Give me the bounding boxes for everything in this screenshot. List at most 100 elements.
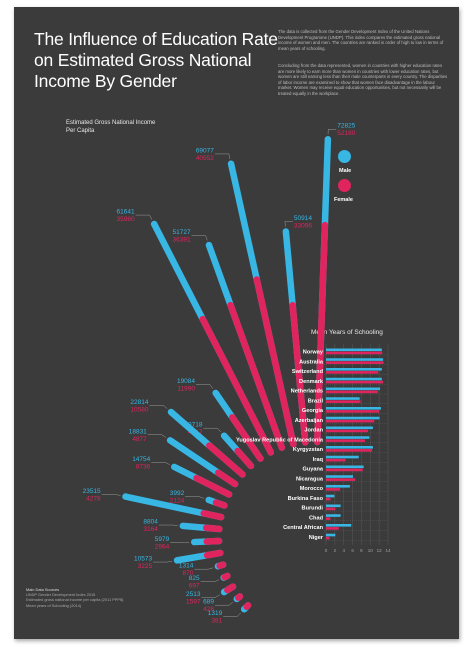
leader-line [151, 462, 170, 465]
legend-female-dot [338, 179, 351, 192]
schooling-country-label: Kyrgyzstan [293, 447, 324, 453]
female-income-bar [216, 561, 227, 569]
legend-male-label: Male [339, 168, 352, 174]
schooling-country-label: Norway [303, 350, 324, 356]
male-schooling-bar [326, 533, 336, 537]
male-schooling-bar [326, 416, 380, 420]
female-income-label: 11990 [177, 386, 195, 393]
schooling-country-label: Netherlands [291, 389, 323, 395]
leader-line [191, 235, 208, 241]
leader-line [327, 128, 337, 135]
female-schooling-bar [326, 488, 341, 491]
female-income-bar [221, 572, 231, 581]
female-schooling-bar [326, 400, 361, 403]
male-income-label: 3992 [170, 490, 185, 497]
leader-line [223, 612, 241, 617]
female-schooling-bar [326, 390, 378, 394]
female-income-label: 697 [189, 583, 200, 590]
male-schooling-bar [326, 348, 382, 352]
male-schooling-bar [326, 407, 381, 410]
female-income-label: 3164 [143, 526, 158, 533]
schooling-chart-title: Mean Years of Schooling [311, 329, 383, 336]
leader-line [101, 494, 121, 496]
female-schooling-bar [326, 439, 365, 442]
schooling-country-label: Denmark [299, 379, 324, 385]
female-schooling-bar [326, 449, 373, 452]
male-income-label: 61641 [117, 209, 135, 216]
female-income-bar [203, 549, 224, 559]
legend-male-dot [338, 150, 351, 163]
female-income-bar [243, 602, 252, 611]
male-income-label: 10573 [134, 556, 152, 563]
schooling-country-label: Switzerland [292, 369, 324, 375]
male-schooling-bar [326, 485, 350, 488]
male-schooling-bar [326, 387, 381, 391]
schooling-country-label: Jordan [304, 428, 323, 434]
female-schooling-bar [326, 458, 346, 462]
male-income-label: 51727 [173, 229, 191, 236]
male-income-label: 1319 [208, 610, 223, 617]
female-income-label: 3225 [138, 563, 153, 570]
female-schooling-bar [326, 371, 379, 374]
female-income-bar [289, 302, 309, 446]
female-income-label: 870 [182, 570, 193, 577]
male-income-label: 825 [189, 575, 200, 582]
schooling-tick-label: 2 [334, 548, 337, 553]
schooling-country-label: Morocco [300, 486, 324, 492]
female-income-bar [206, 442, 246, 478]
male-schooling-bar [326, 436, 370, 439]
schooling-tick-label: 10 [368, 548, 374, 553]
male-schooling-bar [326, 475, 354, 478]
female-schooling-bar [326, 361, 384, 364]
female-income-bar [224, 583, 237, 594]
female-income-label: 381 [211, 617, 222, 624]
leader-line [214, 601, 234, 606]
female-schooling-bar [326, 429, 369, 433]
schooling-country-label: Iraq [313, 457, 324, 463]
female-income-bar [314, 221, 329, 446]
female-income-bar [235, 593, 244, 601]
source-line: Mean years of Schooling (2014) [26, 602, 82, 608]
male-schooling-bar [326, 514, 341, 517]
schooling-country-label: Central African [283, 525, 323, 531]
leader-line [284, 221, 293, 227]
male-income-label: 689 [203, 599, 214, 606]
female-income-label: 2124 [170, 498, 185, 505]
schooling-bar-chart: 0 2 4 6 8 10 12 14 Norway Australia Switzerland Den… [236, 344, 391, 553]
female-income-label: 1597 [186, 598, 201, 605]
female-income-label: 4877 [132, 436, 147, 443]
female-schooling-bar [326, 507, 336, 511]
male-income-label: 69077 [196, 147, 214, 154]
leader-line [194, 567, 214, 570]
female-income-label: 35960 [117, 216, 135, 223]
female-income-bar [202, 524, 223, 533]
male-schooling-bar [326, 524, 352, 527]
schooling-tick-label: 12 [377, 548, 383, 553]
female-income-bar [203, 537, 223, 545]
intro-paragraph-1: The data is collected from the Gender De… [278, 29, 444, 51]
female-income-label: 2964 [155, 543, 170, 550]
schooling-tick-label: 4 [342, 548, 345, 553]
schooling-country-label: Burundi [302, 506, 324, 512]
female-income-label: 10580 [130, 406, 148, 413]
female-income-bar [200, 510, 225, 521]
leader-line [200, 579, 220, 582]
male-income-label: 50914 [294, 215, 312, 222]
female-schooling-bar [326, 517, 331, 520]
leader-line [147, 434, 167, 438]
female-schooling-bar [326, 351, 383, 355]
male-income-label: 8804 [143, 519, 158, 526]
leader-line [135, 214, 153, 220]
female-schooling-bar [326, 497, 331, 501]
female-schooling-bar [326, 380, 384, 384]
schooling-tick-label: 8 [360, 548, 363, 553]
schooling-country-label: Niger [309, 535, 324, 541]
schooling-country-label: Brazil [308, 398, 324, 404]
male-income-label: 9718 [188, 422, 203, 429]
female-income-bar [212, 499, 228, 509]
schooling-country-label: Georgia [302, 408, 324, 414]
female-schooling-bar [326, 527, 339, 530]
female-income-label: 36391 [173, 237, 191, 244]
schooling-tick-label: 14 [385, 548, 391, 553]
